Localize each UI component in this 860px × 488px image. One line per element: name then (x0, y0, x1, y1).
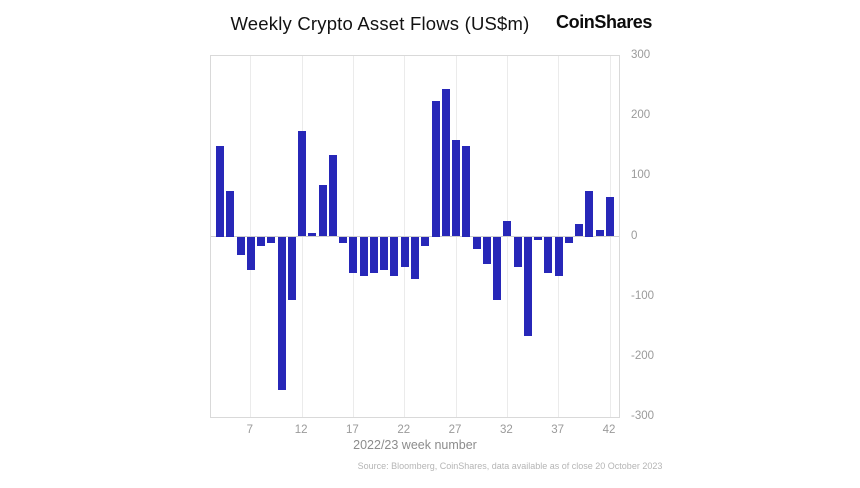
y-tick-label--300: -300 (631, 410, 655, 422)
bar-week-16 (339, 236, 348, 243)
bar-week-30 (482, 236, 491, 264)
bar-week-5 (226, 191, 235, 237)
y-tick-label-200: 200 (631, 109, 651, 122)
x-tick-labels: 7 12 17 22 27 32 37 42 (210, 424, 620, 438)
bar-week-19 (369, 236, 378, 273)
x-tick-label-22: 22 (397, 424, 411, 436)
bar-week-32 (503, 221, 512, 237)
bar-week-34 (523, 236, 532, 336)
bar-week-31 (493, 236, 502, 300)
bar-week-12 (298, 131, 307, 237)
bar-week-20 (380, 236, 389, 270)
y-tick-label-0: 0 (631, 229, 638, 242)
plot-area (210, 55, 620, 418)
bar-week-8 (257, 236, 266, 246)
bar-week-13 (308, 233, 317, 237)
bar-week-40 (585, 191, 594, 237)
bar-week-24 (421, 236, 430, 246)
bar-week-23 (410, 236, 419, 279)
bar-week-4 (215, 146, 224, 237)
x-tick-label-42: 42 (602, 424, 616, 436)
x-tick-label-17: 17 (346, 424, 359, 436)
bar-week-6 (236, 236, 245, 255)
bar-week-14 (318, 185, 327, 237)
bar-week-33 (513, 236, 522, 267)
bar-week-26 (441, 89, 450, 237)
x-tick-label-37: 37 (551, 424, 565, 436)
bar-week-29 (472, 236, 481, 249)
bar-week-28 (462, 146, 471, 237)
bar-week-17 (349, 236, 358, 273)
bar-week-22 (400, 236, 409, 267)
x-axis-label: 2022/23 week number (353, 438, 477, 452)
bar-week-35 (534, 236, 543, 240)
bar-week-15 (328, 155, 337, 237)
bar-week-7 (246, 236, 255, 270)
bar-week-41 (595, 230, 604, 237)
bar-week-42 (605, 197, 614, 237)
y-tick-label--100: -100 (631, 289, 655, 302)
bar-week-9 (267, 236, 276, 243)
bar-week-10 (277, 236, 286, 390)
bar-week-21 (390, 236, 399, 276)
y-tick-labels: 300 200 100 0 -100 -200 -300 (631, 49, 675, 422)
x-tick-label-27: 27 (448, 424, 462, 436)
y-tick-label--200: -200 (631, 349, 655, 362)
x-tick-label-32: 32 (499, 424, 513, 436)
bar-week-39 (575, 224, 584, 237)
bar-week-27 (452, 140, 461, 237)
bar-week-25 (431, 101, 440, 237)
y-tick-label-100: 100 (631, 169, 651, 182)
source-note: Source: Bloomberg, CoinShares, data avai… (357, 461, 663, 471)
coinshares-logo: CoinShares (556, 12, 653, 32)
bar-week-38 (564, 236, 573, 243)
bar-week-18 (359, 236, 368, 276)
x-tick-label-7: 7 (246, 424, 253, 436)
bar-week-36 (544, 236, 553, 273)
chart-title: Weekly Crypto Asset Flows (US$m) (230, 13, 530, 34)
x-tick-label-12: 12 (294, 424, 308, 436)
y-tick-label-300: 300 (631, 49, 651, 61)
bar-week-37 (554, 236, 563, 276)
bar-week-11 (287, 236, 296, 300)
